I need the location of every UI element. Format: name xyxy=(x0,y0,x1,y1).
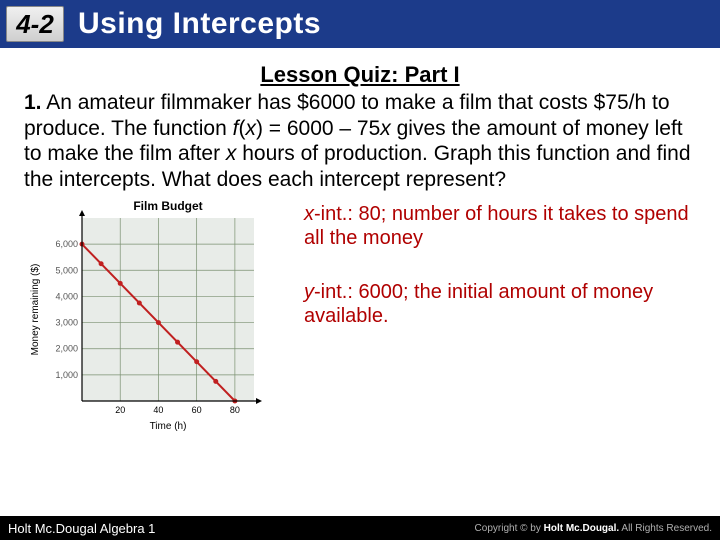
svg-text:6,000: 6,000 xyxy=(55,240,78,250)
svg-text:Film Budget: Film Budget xyxy=(133,199,202,213)
svg-text:2,000: 2,000 xyxy=(55,344,78,354)
content-area: Lesson Quiz: Part I 1. An amateur filmma… xyxy=(0,48,720,433)
svg-text:3,000: 3,000 xyxy=(55,318,78,328)
question-body: An amateur filmmaker has $6000 to make a… xyxy=(24,91,691,191)
x-intercept-answer: x-int.: 80; number of hours it takes to … xyxy=(304,202,696,250)
section-title: Using Intercepts xyxy=(78,7,321,41)
svg-text:80: 80 xyxy=(230,405,240,415)
svg-text:20: 20 xyxy=(115,405,125,415)
footer-book: Holt Mc.Dougal Algebra 1 xyxy=(8,521,155,536)
svg-text:4,000: 4,000 xyxy=(55,292,78,302)
footer-bar: Holt Mc.Dougal Algebra 1 Copyright © by … xyxy=(0,516,720,540)
svg-text:5,000: 5,000 xyxy=(55,266,78,276)
footer-copyright: Copyright © by Holt Mc.Dougal. All Right… xyxy=(475,523,712,534)
header-bar: 4-2 Using Intercepts xyxy=(0,0,720,48)
svg-text:Time (h): Time (h) xyxy=(150,421,187,432)
question-text: 1. An amateur filmmaker has $6000 to mak… xyxy=(24,90,696,192)
svg-text:40: 40 xyxy=(153,405,163,415)
answers-block: x-int.: 80; number of hours it takes to … xyxy=(264,198,696,433)
svg-text:60: 60 xyxy=(192,405,202,415)
section-badge: 4-2 xyxy=(6,6,64,42)
quiz-title: Lesson Quiz: Part I xyxy=(24,62,696,88)
y-intercept-answer: y-int.: 6000; the initial amount of mone… xyxy=(304,280,696,328)
svg-text:Money remaining ($): Money remaining ($) xyxy=(30,264,41,356)
svg-text:1,000: 1,000 xyxy=(55,370,78,380)
film-budget-chart: 20 40 60 80 1,000 2,000 3,000 4,000 5,000 6,000 Fi… xyxy=(24,198,264,433)
question-number: 1. xyxy=(24,91,42,114)
